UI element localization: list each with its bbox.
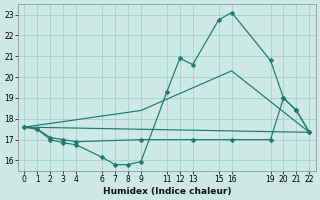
X-axis label: Humidex (Indice chaleur): Humidex (Indice chaleur) xyxy=(103,187,231,196)
